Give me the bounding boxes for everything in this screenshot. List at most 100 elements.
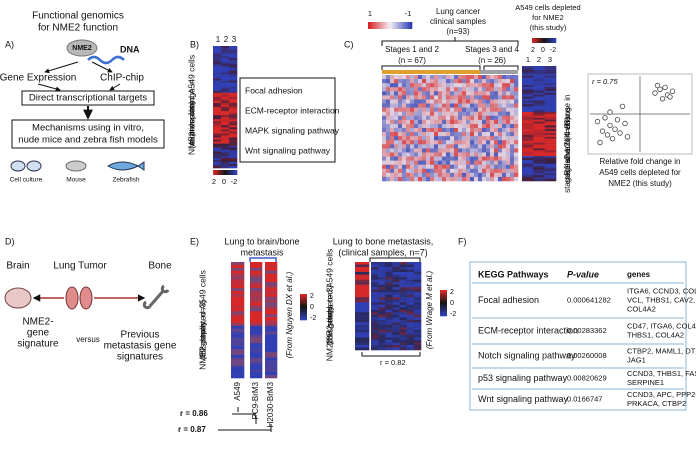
label: Mouse [66,177,86,184]
heatmap-cell [213,157,222,161]
heatmap-cell [486,87,491,92]
heatmap-cell [482,132,487,137]
heatmap-cell [533,125,545,128]
heatmap-cell [229,107,238,110]
heatmap-cell [250,296,263,300]
heatmap-cell [510,152,515,157]
heatmap-cell [371,344,379,348]
heatmap-cell [544,125,557,128]
heatmap-cell [422,91,427,96]
heatmap-cell [494,160,499,165]
heatmap-cell [494,156,499,161]
heatmap-cell [406,269,415,273]
heatmap-cell [544,104,557,107]
heatmap-cell [442,79,447,84]
heatmap-cell [231,328,245,332]
heatmap-cell [406,282,415,285]
heatmap-cell [438,111,443,117]
heatmap-cell [458,103,463,108]
heatmap-cell [466,95,471,100]
heatmap-cell [378,342,386,346]
color-scale [440,295,447,297]
heatmap-cell [462,152,467,157]
label: Notch signaling pathway [478,350,576,360]
heatmap-cell [413,344,422,348]
heatmap-cell [498,164,503,170]
heatmap-cell [442,140,447,145]
heatmap-cell [410,123,415,129]
heatmap-cell [213,163,222,167]
heatmap-cell [398,119,403,125]
scatter-point [609,135,616,142]
heatmap-cell [533,163,545,166]
heatmap-cell [506,119,511,125]
heatmap-cell [392,314,400,318]
heatmap-cell [229,125,238,128]
heatmap-cell [533,89,545,92]
heatmap-cell [506,107,511,112]
heatmap-cell [474,115,479,121]
label: (this study) [530,23,567,32]
color-scale [226,170,228,175]
heatmap-cell [250,276,263,280]
heatmap-cell [510,172,515,178]
heatmap-cell [371,334,379,338]
heatmap-cell [490,128,495,133]
heatmap-cell [413,279,422,283]
heatmap-cell [522,161,534,165]
heatmap-cell [213,82,222,85]
heatmap-cell [410,136,415,141]
heatmap-cell [454,103,459,108]
heatmap-cell [413,319,422,323]
heatmap-cell [399,264,408,268]
heatmap-cell [371,294,379,298]
heatmap-cell [486,79,491,84]
heatmap-cell [406,339,415,343]
heatmap-cell [265,357,278,361]
heatmap-cell [382,79,387,84]
heatmap-cell [399,312,408,316]
heatmap-cell [410,95,415,100]
heatmap-cell [414,87,419,92]
heatmap-cell [454,144,459,149]
heatmap-cell [231,273,245,277]
label: NM23 H2-depleted A549 cells [324,249,334,361]
heatmap-cell [442,83,447,88]
heatmap-cell [390,172,395,178]
heatmap-cell [371,272,379,275]
color-scale [544,38,546,43]
heatmap-cell [430,156,435,161]
heatmap-cell [490,168,495,174]
heatmap-cell [422,75,427,80]
heatmap-cell [446,79,451,84]
heatmap-cell [446,148,451,153]
heatmap-cell [265,334,278,338]
heatmap-cell [502,75,507,80]
heatmap-cell [533,85,545,88]
color-scale [383,22,386,29]
heatmap-cell [382,164,387,170]
bracket [369,257,421,262]
heatmap-cell [533,115,545,119]
heatmap-cell [506,176,511,182]
heatmap-cell [386,119,391,125]
heatmap-cell [498,107,503,112]
label: A549 cells depleted for [599,168,681,177]
heatmap-cell [544,112,557,115]
heatmap-cell [482,156,487,161]
heatmap-cell [213,88,222,92]
heatmap-cell [221,155,230,159]
color-scale [300,316,307,318]
scatter-point [652,90,658,96]
heatmap-cell [510,136,515,141]
color-scale [539,38,541,43]
heatmap-cell [406,176,411,182]
heatmap-cell [466,83,471,88]
heatmap-cell [413,342,422,346]
heatmap-cell [392,337,400,341]
heatmap-cell [454,79,459,84]
scatter-point [602,115,608,121]
label: for NME2 [532,13,564,22]
heatmap-cell [355,284,370,288]
heatmap-cell [385,322,393,326]
